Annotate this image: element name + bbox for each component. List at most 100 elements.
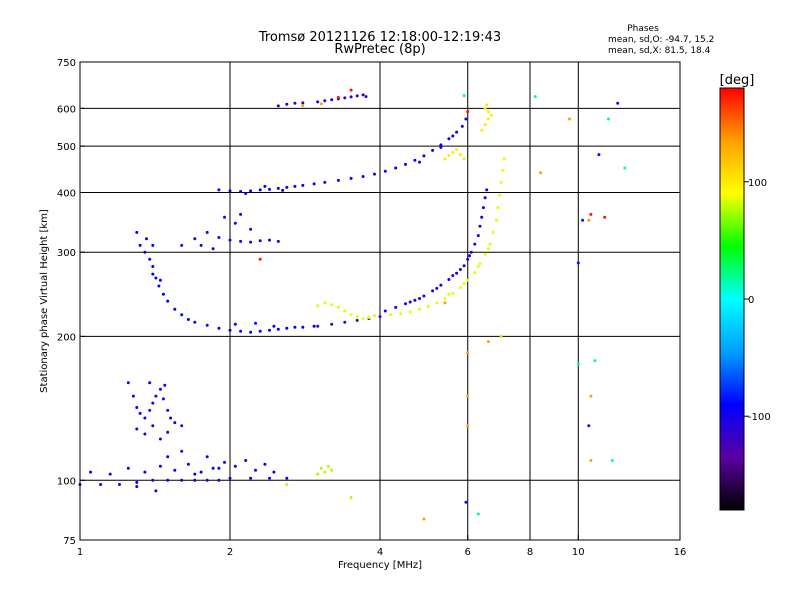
data-point-1-10: [166, 408, 170, 412]
data-point-7-1: [285, 102, 289, 106]
data-point-0-13: [285, 476, 289, 480]
data-point-0-5: [166, 478, 170, 482]
data-point-1-18: [180, 424, 184, 428]
y-tick-label-4: 400: [57, 188, 76, 199]
x-axis-label: Frequency [MHz]: [338, 560, 422, 571]
data-point-2-31: [151, 243, 155, 247]
data-point-2-2: [148, 257, 152, 261]
data-point-0-11: [249, 476, 253, 480]
data-point-2-20: [285, 326, 289, 330]
data-point-3-1: [330, 322, 334, 326]
data-point-0-10: [228, 476, 232, 480]
data-point-9-17: [451, 291, 455, 295]
data-point-7-5: [323, 99, 327, 103]
data-point-11-7: [499, 334, 503, 338]
data-point-6-27: [439, 145, 443, 149]
data-point-1-19: [148, 381, 152, 385]
data-point-1-0: [126, 381, 130, 385]
data-point-2-25: [151, 272, 155, 276]
data-point-9-14: [426, 305, 430, 308]
data-point-6-4: [258, 188, 262, 192]
data-point-6-20: [422, 154, 426, 158]
data-point-2-23: [312, 324, 316, 328]
data-point-9-34: [486, 247, 490, 251]
data-point-6-26: [464, 117, 468, 121]
y-tick-label-0: 75: [63, 536, 76, 547]
y-tick-label-5: 500: [57, 142, 76, 153]
data-point-0-9: [217, 478, 221, 482]
data-point-9-24: [491, 230, 495, 234]
data-point-0-32: [180, 449, 184, 453]
colorbar-ticks: 100 0 -100: [744, 178, 771, 423]
data-point-9-10: [389, 313, 393, 317]
data-point-1-3: [138, 411, 142, 415]
data-point-6-23: [447, 137, 451, 141]
data-point-5-10: [223, 215, 226, 219]
data-point-9-26: [496, 206, 500, 210]
data-point-8-2: [581, 218, 585, 222]
data-point-14-6: [623, 166, 627, 170]
data-point-9-3: [336, 305, 340, 309]
data-point-6-30: [244, 192, 248, 195]
data-point-9-31: [447, 292, 451, 296]
data-point-14-5: [593, 359, 597, 363]
data-point-6-18: [404, 162, 407, 166]
data-point-1-12: [173, 421, 177, 425]
data-point-9-2: [330, 303, 334, 307]
data-point-2-21: [293, 325, 297, 329]
data-point-0-21: [199, 470, 203, 474]
data-point-10-3: [455, 148, 459, 151]
data-point-9-21: [478, 262, 482, 266]
data-point-0-22: [211, 466, 215, 470]
data-point-1-5: [148, 408, 152, 412]
data-point-4-10: [466, 257, 470, 261]
data-point-5-6: [249, 240, 253, 244]
data-point-7-3: [301, 101, 305, 105]
data-point-12-6: [466, 424, 470, 428]
data-point-6-0: [217, 188, 221, 192]
y-axis-ticks: 75 100 200 300 400 500 600 750: [57, 58, 85, 547]
data-point-9-4: [343, 309, 347, 313]
x-tick-label-1: 2: [227, 547, 233, 558]
data-point-9-32: [462, 282, 466, 285]
data-point-5-14: [199, 243, 203, 247]
data-point-9-33: [476, 265, 480, 268]
data-point-6-5: [268, 187, 271, 191]
data-point-14-7: [607, 117, 610, 121]
data-point-1-13: [143, 432, 147, 436]
data-point-0-35: [217, 466, 221, 470]
data-point-4-21: [458, 268, 462, 271]
data-point-4-17: [483, 196, 487, 200]
data-point-0-16: [126, 466, 130, 470]
data-point-9-9: [373, 314, 376, 318]
data-point-12-1: [319, 102, 323, 106]
data-point-6-19: [413, 158, 417, 162]
data-point-9-22: [483, 252, 487, 256]
data-point-1-9: [161, 397, 165, 401]
data-point-2-16: [249, 330, 253, 334]
data-point-9-27: [498, 193, 502, 197]
data-point-1-14: [151, 424, 155, 428]
data-point-10-6: [480, 128, 484, 132]
data-point-5-8: [268, 238, 271, 242]
data-point-12-10: [539, 171, 543, 175]
data-point-12-0: [301, 104, 305, 108]
y-tick-label-2: 200: [57, 332, 76, 343]
data-point-1-8: [158, 387, 162, 391]
data-point-13-4: [603, 215, 607, 219]
data-point-12-5: [466, 394, 470, 398]
data-point-10-12: [485, 103, 489, 107]
data-point-7-12: [364, 95, 368, 99]
data-point-4-7: [447, 278, 451, 281]
data-point-2-5: [157, 284, 161, 288]
data-point-2-22: [301, 325, 305, 329]
data-point-14-4: [576, 362, 580, 366]
data-point-6-24: [455, 130, 459, 134]
data-point-1-7: [154, 394, 158, 398]
data-point-9-23: [488, 242, 492, 246]
data-point-4-14: [478, 224, 482, 228]
data-point-3-0: [316, 324, 320, 328]
data-point-2-9: [180, 313, 184, 317]
data-point-6-29: [418, 160, 421, 164]
